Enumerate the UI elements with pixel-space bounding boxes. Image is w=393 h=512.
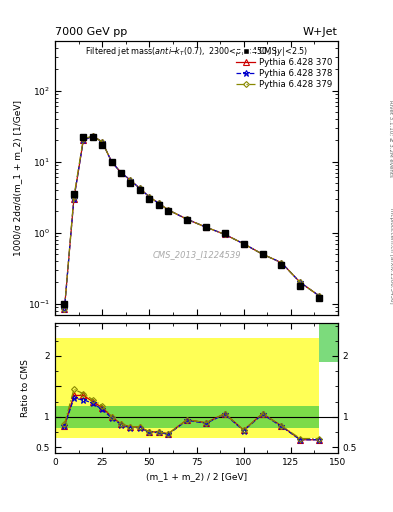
Y-axis label: Ratio to CMS: Ratio to CMS — [21, 359, 30, 417]
Text: Filtered jet mass$(anti\!\!-\!\!k_{T}(0.7),\ 2300\!<\!p_{T}\!<\!450,\ |y|\!<\!2.: Filtered jet mass$(anti\!\!-\!\!k_{T}(0.… — [85, 45, 308, 58]
Text: 7000 GeV pp: 7000 GeV pp — [55, 27, 127, 37]
X-axis label: (m_1 + m_2) / 2 [GeV]: (m_1 + m_2) / 2 [GeV] — [146, 473, 247, 482]
Legend: CMS, Pythia 6.428 370, Pythia 6.428 378, Pythia 6.428 379: CMS, Pythia 6.428 370, Pythia 6.428 378,… — [235, 45, 334, 91]
Text: Rivet 3.1.10; ≥ 3.2M events: Rivet 3.1.10; ≥ 3.2M events — [389, 100, 393, 177]
Text: W+Jet: W+Jet — [303, 27, 338, 37]
Text: CMS_2013_I1224539: CMS_2013_I1224539 — [152, 250, 241, 259]
Text: mcplots.cern.ch [arXiv:1306.3436]: mcplots.cern.ch [arXiv:1306.3436] — [389, 208, 393, 304]
Y-axis label: 1000/σ 2dσ/d(m_1 + m_2) [1/GeV]: 1000/σ 2dσ/d(m_1 + m_2) [1/GeV] — [13, 100, 22, 256]
